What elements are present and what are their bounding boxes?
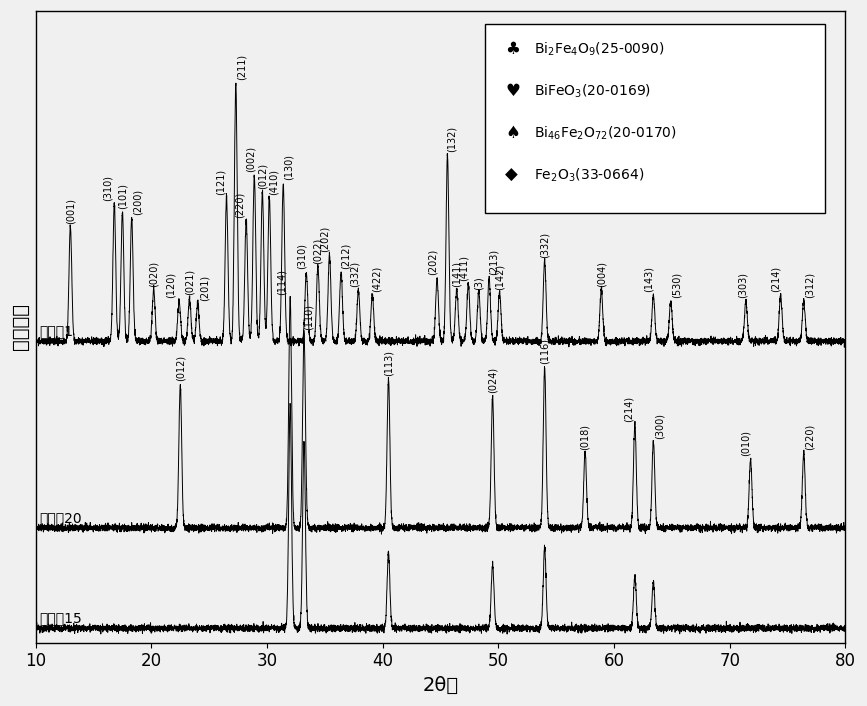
Text: (220): (220) [234, 191, 244, 217]
Text: Fe$_2$O$_3$(33-0664): Fe$_2$O$_3$(33-0664) [534, 167, 644, 184]
Text: ♥: ♥ [505, 82, 520, 100]
Text: (121): (121) [216, 169, 225, 195]
Text: (303): (303) [738, 272, 747, 298]
Text: (114): (114) [277, 269, 287, 295]
Text: (213): (213) [489, 249, 499, 275]
Text: (101): (101) [117, 183, 127, 209]
Text: 实施例15: 实施例15 [39, 611, 81, 626]
Text: (300): (300) [655, 413, 664, 439]
Text: (212): (212) [341, 243, 350, 270]
Text: (3): (3) [473, 276, 484, 289]
Text: (012): (012) [175, 355, 186, 381]
Text: (012): (012) [257, 163, 267, 189]
Text: BiFeO$_3$(20-0169): BiFeO$_3$(20-0169) [534, 83, 651, 100]
Text: Bi$_{46}$Fe$_2$O$_{72}$(20-0170): Bi$_{46}$Fe$_2$O$_{72}$(20-0170) [534, 124, 676, 142]
Text: (020): (020) [148, 261, 159, 287]
Text: (201): (201) [199, 275, 210, 301]
Text: (214): (214) [771, 266, 781, 292]
Text: (332): (332) [350, 261, 360, 287]
Text: (120): (120) [166, 272, 176, 298]
Text: ♠: ♠ [505, 124, 520, 142]
Text: (202): (202) [427, 249, 438, 275]
Text: (001): (001) [65, 198, 75, 224]
Text: (220): (220) [805, 424, 814, 450]
Text: 实施例1: 实施例1 [39, 324, 73, 338]
Text: (141): (141) [452, 261, 462, 287]
Text: (142): (142) [494, 263, 505, 289]
Text: (530): (530) [672, 272, 681, 298]
Text: (310): (310) [297, 244, 307, 270]
Text: (312): (312) [805, 272, 814, 298]
Text: (130): (130) [284, 155, 294, 181]
Text: Bi$_2$Fe$_4$O$_9$(25-0090): Bi$_2$Fe$_4$O$_9$(25-0090) [534, 40, 664, 58]
Text: (200): (200) [133, 189, 142, 215]
Text: (018): (018) [580, 424, 590, 450]
Text: (132): (132) [447, 126, 457, 152]
Text: (211): (211) [237, 54, 246, 80]
Text: (110): (110) [303, 304, 314, 330]
Text: (024): (024) [487, 366, 498, 393]
Text: (022): (022) [313, 237, 323, 264]
Text: (410): (410) [269, 169, 279, 195]
Text: ◆: ◆ [505, 167, 518, 184]
Text: (002): (002) [246, 145, 256, 172]
Text: ♣: ♣ [505, 40, 520, 58]
Text: (010): (010) [741, 430, 751, 456]
Text: (310): (310) [102, 174, 113, 201]
Bar [485, 24, 825, 213]
Text: (202): (202) [320, 226, 329, 252]
Y-axis label: 相对强度: 相对强度 [11, 304, 30, 350]
Text: (332): (332) [539, 232, 550, 258]
Text: (214): (214) [624, 395, 634, 421]
Text: (411): (411) [459, 255, 469, 281]
Text: (004): (004) [596, 261, 606, 287]
Text: (021): (021) [185, 269, 194, 295]
Text: 实施例20: 实施例20 [39, 511, 81, 525]
Text: (422): (422) [372, 266, 381, 292]
Text: (143): (143) [643, 266, 654, 292]
Text: (116): (116) [539, 338, 550, 364]
Text: (113): (113) [383, 349, 394, 376]
X-axis label: 2θ度: 2θ度 [422, 676, 459, 695]
